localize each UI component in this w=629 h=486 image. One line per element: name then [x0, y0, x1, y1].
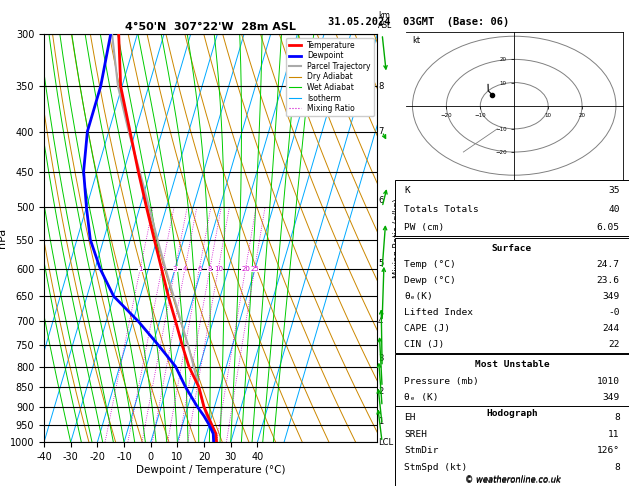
Text: Pressure (mb): Pressure (mb) [404, 377, 479, 385]
Text: 1010: 1010 [597, 377, 620, 385]
Text: 1: 1 [138, 266, 142, 272]
Text: 25: 25 [250, 266, 259, 272]
Text: Temp (°C): Temp (°C) [404, 260, 456, 269]
Text: -0: -0 [608, 308, 620, 317]
Text: 22: 22 [608, 340, 620, 349]
Text: 349: 349 [603, 394, 620, 402]
Text: 8: 8 [208, 266, 212, 272]
Text: 3: 3 [378, 353, 384, 363]
Text: kt: kt [413, 36, 421, 45]
Bar [395, 457, 629, 486]
Text: 8: 8 [614, 463, 620, 471]
Text: SREH: SREH [404, 430, 427, 439]
Text: Most Unstable: Most Unstable [475, 361, 549, 369]
Text: 1: 1 [378, 417, 383, 426]
Text: CIN (J): CIN (J) [404, 340, 445, 349]
Text: LCL: LCL [378, 438, 393, 447]
Text: CIN (J): CIN (J) [404, 444, 445, 453]
Text: 349: 349 [603, 292, 620, 301]
Text: 35: 35 [608, 186, 620, 195]
Y-axis label: hPa: hPa [0, 228, 7, 248]
Text: 8: 8 [614, 413, 620, 422]
Text: 4: 4 [378, 317, 383, 326]
Text: PW (cm): PW (cm) [404, 224, 445, 232]
Text: Hodograph: Hodograph [486, 409, 538, 418]
Text: Dewp (°C): Dewp (°C) [404, 276, 456, 285]
Text: Lifted Index: Lifted Index [404, 410, 474, 419]
Text: 23.6: 23.6 [597, 276, 620, 285]
Text: StmDir: StmDir [404, 446, 439, 455]
Text: 4: 4 [183, 266, 187, 272]
Text: km
ASL: km ASL [378, 11, 392, 30]
Text: 6.05: 6.05 [597, 224, 620, 232]
Legend: Temperature, Dewpoint, Parcel Trajectory, Dry Adiabat, Wet Adiabat, Isotherm, Mi: Temperature, Dewpoint, Parcel Trajectory… [286, 38, 374, 116]
Text: 2: 2 [160, 266, 164, 272]
Text: Hodograph: Hodograph [486, 460, 538, 469]
Text: 20: 20 [241, 266, 250, 272]
Text: 5: 5 [378, 259, 383, 268]
Bar [395, 354, 629, 457]
Text: 7: 7 [378, 127, 384, 136]
Text: © weatheronline.co.uk: © weatheronline.co.uk [465, 476, 560, 485]
Text: -0: -0 [608, 410, 620, 419]
Text: Totals Totals: Totals Totals [404, 205, 479, 213]
Text: CAPE (J): CAPE (J) [404, 427, 450, 436]
Text: StmSpd (kt): StmSpd (kt) [404, 463, 467, 471]
Text: 3: 3 [173, 266, 177, 272]
Text: Lifted Index: Lifted Index [404, 308, 474, 317]
Bar [395, 238, 629, 353]
Text: Mixing Ratio (g/kg): Mixing Ratio (g/kg) [393, 198, 402, 278]
X-axis label: Dewpoint / Temperature (°C): Dewpoint / Temperature (°C) [136, 465, 286, 475]
Text: EH: EH [404, 413, 416, 422]
Text: 244: 244 [603, 324, 620, 333]
Text: 40: 40 [608, 205, 620, 213]
Text: Surface: Surface [492, 244, 532, 253]
Text: CAPE (J): CAPE (J) [404, 324, 450, 333]
Text: 6: 6 [378, 196, 384, 205]
Text: 8: 8 [378, 82, 384, 91]
Text: 11: 11 [608, 430, 620, 439]
Text: 6: 6 [197, 266, 201, 272]
Text: © weatheronline.co.uk: © weatheronline.co.uk [465, 474, 560, 484]
Text: θₑ(K): θₑ(K) [404, 292, 433, 301]
Text: 31.05.2024  03GMT  (Base: 06): 31.05.2024 03GMT (Base: 06) [328, 17, 509, 27]
Text: θₑ (K): θₑ (K) [404, 394, 439, 402]
Text: K: K [404, 186, 410, 195]
Text: 126°: 126° [597, 446, 620, 455]
Bar [395, 180, 629, 237]
Text: 24.7: 24.7 [597, 260, 620, 269]
Text: 2: 2 [378, 387, 383, 396]
Text: 22: 22 [608, 444, 620, 453]
Text: 10: 10 [214, 266, 223, 272]
Title: 4°50'N  307°22'W  28m ASL: 4°50'N 307°22'W 28m ASL [125, 22, 296, 32]
Text: 244: 244 [603, 427, 620, 436]
